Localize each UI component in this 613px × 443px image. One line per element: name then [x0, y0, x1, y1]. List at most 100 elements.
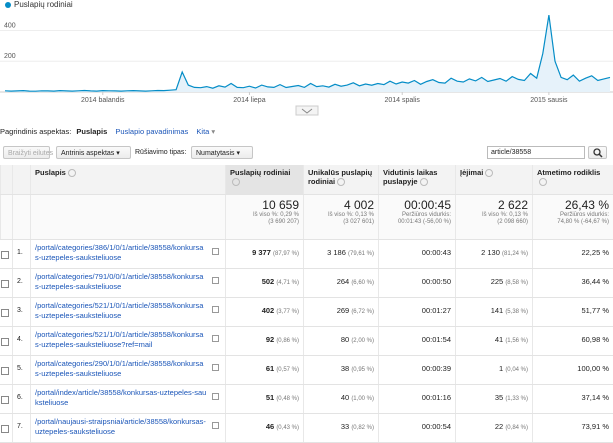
dimension-active[interactable]: Puslapis	[76, 127, 108, 136]
checkbox-cell	[0, 414, 12, 442]
page-link[interactable]: /portal/categories/791/0/0/1/article/385…	[35, 272, 204, 291]
header-cell	[0, 165, 12, 194]
dimension-option[interactable]: Puslapio pavadinimas	[115, 127, 189, 136]
checkbox-cell	[0, 240, 12, 268]
metric-cell: 36,44 %	[532, 269, 613, 297]
row-rank: 5.	[17, 365, 23, 372]
open-icon[interactable]	[212, 393, 219, 400]
y-tick-label: 400	[4, 22, 16, 29]
metric-cell: 00:01:16	[378, 385, 455, 413]
open-icon[interactable]	[212, 306, 219, 313]
help-icon	[337, 178, 346, 187]
column-header[interactable]: Puslapis	[35, 168, 66, 177]
page-link[interactable]: /portal/naujausi-straipsniai/article/385…	[35, 417, 206, 436]
metric-value: 61	[265, 364, 275, 373]
plot-rows-button[interactable]: Braižyti eilutes	[3, 146, 53, 159]
metric-value: 36,44 %	[581, 277, 609, 286]
data-row: 4. /portal/categories/521/1/0/1/article/3…	[0, 327, 613, 356]
metric-value: 264	[336, 277, 350, 286]
row-checkbox[interactable]	[1, 367, 9, 375]
metric-value: 00:01:54	[421, 335, 451, 344]
totals-cell: 2 622 Iš viso %: 0,13 % (2 098 660)	[455, 195, 532, 239]
metric-share: (1,56 %)	[505, 338, 528, 344]
metric-share: (79,61 %)	[347, 251, 374, 257]
row-rank: 3.	[17, 307, 23, 314]
search-input[interactable]: article/38558	[487, 146, 585, 159]
metric-cell: 92 (0,86 %)	[225, 327, 303, 355]
metric-share: (8,58 %)	[505, 280, 528, 286]
dimension-option[interactable]: Kita	[196, 127, 210, 136]
metric-cell: 22 (0,84 %)	[455, 414, 532, 442]
total-sub: (3 690 207)	[268, 219, 299, 225]
metric-share: (0,84 %)	[505, 425, 528, 431]
metric-value: 00:00:50	[421, 277, 451, 286]
rank-cell: 6.	[12, 385, 30, 413]
sort-select[interactable]: Numatytasis ▾	[191, 146, 253, 159]
data-row: 2. /portal/categories/791/0/0/1/article/3…	[0, 269, 613, 298]
row-checkbox[interactable]	[1, 280, 9, 288]
search-icon	[593, 148, 603, 158]
metric-value: 80	[340, 335, 350, 344]
metric-share: (1,00 %)	[351, 396, 374, 402]
metric-value: 00:01:27	[421, 306, 451, 315]
header-cell: Vidutinis laikas puslapyje	[378, 165, 455, 194]
help-icon	[485, 169, 494, 178]
metric-value: 51,77 %	[581, 306, 609, 315]
page-link[interactable]: /portal/categories/521/1/0/1/article/385…	[35, 301, 204, 320]
open-icon[interactable]	[212, 335, 219, 342]
dimension-label: Pagrindinis aspektas:	[0, 127, 72, 136]
x-tick-label: 2014 balandis	[81, 97, 125, 104]
search-button[interactable]	[588, 146, 607, 159]
page-link[interactable]: /portal/categories/386/1/0/1/article/385…	[35, 243, 204, 262]
metric-value: 502	[261, 277, 275, 286]
metric-share: (0,04 %)	[505, 367, 528, 373]
total-value: 00:00:45	[404, 198, 451, 212]
metric-value: 92	[265, 335, 275, 344]
column-header[interactable]: Vidutinis laikas puslapyje	[383, 168, 438, 186]
open-icon[interactable]	[212, 422, 219, 429]
metric-value: 35	[494, 393, 504, 402]
metric-cell: 00:00:43	[378, 240, 455, 268]
metric-value: 00:00:43	[421, 248, 451, 257]
row-checkbox[interactable]	[1, 309, 9, 317]
header-cell: Įėjimai	[455, 165, 532, 194]
checkbox-cell	[0, 385, 12, 413]
column-header[interactable]: Puslapių rodiniai	[230, 168, 291, 177]
page-link[interactable]: /portal/index/article/38558/konkursas-uz…	[35, 388, 207, 407]
resize-handle[interactable]	[295, 105, 319, 116]
metric-share: (0,48 %)	[276, 396, 299, 402]
metric-cell: 33 (0,82 %)	[303, 414, 378, 442]
row-checkbox[interactable]	[1, 425, 9, 433]
help-icon	[67, 169, 76, 178]
metric-cell: 60,98 %	[532, 327, 613, 355]
open-icon[interactable]	[212, 364, 219, 371]
column-header[interactable]: Įėjimai	[460, 168, 484, 177]
rank-cell: 4.	[12, 327, 30, 355]
totals-row: 10 659 Iš viso %: 0,29 % (3 690 207) 4 002 I…	[0, 195, 613, 240]
row-checkbox[interactable]	[1, 396, 9, 404]
page-cell: /portal/naujausi-straipsniai/article/385…	[30, 414, 225, 442]
metric-cell: 51 (0,48 %)	[225, 385, 303, 413]
column-header[interactable]: Atmetimo rodiklis	[537, 168, 601, 177]
totals-cell: 10 659 Iš viso %: 0,29 % (3 690 207)	[225, 195, 303, 239]
metric-value: 2 130	[481, 248, 500, 257]
row-rank: 2.	[17, 278, 23, 285]
column-header[interactable]: Unikalūs puslapių rodiniai	[308, 168, 373, 186]
row-checkbox[interactable]	[1, 338, 9, 346]
total-value: 2 622	[497, 198, 528, 212]
secondary-label: Antrinis aspektas	[61, 150, 115, 157]
metric-value: 51	[265, 393, 275, 402]
row-checkbox[interactable]	[1, 251, 9, 259]
secondary-dimension[interactable]: Antrinis aspektas ▾	[56, 146, 131, 159]
metric-cell: 9 377 (87,97 %)	[225, 240, 303, 268]
metric-cell: 00:01:27	[378, 298, 455, 326]
page-link[interactable]: /portal/categories/521/1/0/1/article/385…	[35, 330, 204, 349]
page-cell: /portal/categories/791/0/0/1/article/385…	[30, 269, 225, 297]
page-link[interactable]: /portal/categories/290/1/0/1/article/385…	[35, 359, 204, 378]
header-cell: Unikalūs puslapių rodiniai	[303, 165, 378, 194]
open-icon[interactable]	[212, 277, 219, 284]
open-icon[interactable]	[212, 248, 219, 255]
totals-cell: 26,43 % Peržiūros vidurkis: 74,80 % (-64,6…	[532, 195, 613, 239]
legend-label[interactable]: Puslapių rodiniai	[14, 0, 73, 9]
handle-icon	[301, 108, 313, 114]
